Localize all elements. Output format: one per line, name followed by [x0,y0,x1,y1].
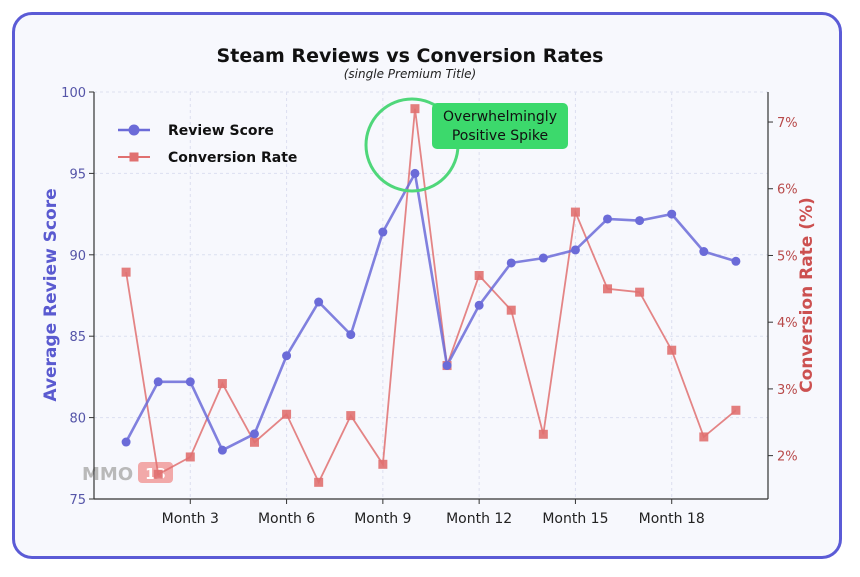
y-tick-label-right-3: 5% [777,249,798,264]
legend-marker-conversion-rate [129,152,139,162]
y-tick-label-right-4: 6% [777,183,798,198]
point-review-score-18 [699,247,709,257]
annotation-line-1: Overwhelmingly [443,109,557,125]
ticks: 75 80 85 90 95 100 2% 3% 4% 5% 6% 7% Month 3 Month 6 M… [61,86,797,527]
legend-label-review-score: Review Score [168,123,274,139]
y-tick-label-left-3: 90 [69,249,86,264]
point-conversion-rate-8 [378,459,388,469]
point-review-score-9 [410,168,420,178]
point-conversion-rate-15 [603,284,613,294]
point-review-score-10 [442,361,452,371]
point-review-score-19 [731,256,741,266]
point-conversion-rate-1 [153,469,163,479]
point-review-score-16 [635,216,645,226]
point-conversion-rate-2 [185,452,195,462]
point-review-score-15 [603,214,613,224]
x-tick-label-3: Month 12 [446,511,512,527]
point-review-score-2 [185,377,195,387]
point-review-score-1 [153,377,163,387]
y-tick-label-left-4: 95 [69,167,86,182]
point-conversion-rate-16 [635,287,645,297]
y-tick-label-right-1: 3% [777,383,798,398]
point-review-score-12 [506,258,516,268]
x-tick-label-1: Month 6 [258,511,315,527]
watermark-text: MMO [82,464,133,485]
point-review-score-8 [378,227,388,237]
y-tick-label-right-0: 2% [777,450,798,465]
point-review-score-7 [346,330,356,340]
point-conversion-rate-0 [121,267,131,277]
point-conversion-rate-13 [538,429,548,439]
point-conversion-rate-7 [346,411,356,421]
point-conversion-rate-12 [506,305,516,315]
annotation: Overwhelmingly Positive Spike [364,97,568,193]
y-tick-label-left-1: 80 [69,412,86,427]
y-tick-label-right-5: 7% [777,116,798,131]
point-review-score-14 [570,245,580,255]
x-tick-label-0: Month 3 [162,511,219,527]
legend: Review Score Conversion Rate [118,123,297,166]
point-conversion-rate-6 [314,477,324,487]
annotation-box [432,103,568,149]
point-review-score-11 [474,300,484,310]
point-review-score-4 [249,429,259,439]
point-conversion-rate-17 [667,345,677,355]
point-conversion-rate-5 [282,409,292,419]
point-conversion-rate-9 [410,104,420,114]
x-tick-label-4: Month 15 [542,511,608,527]
series-layer [121,104,741,487]
y-tick-label-left-5: 100 [61,86,86,101]
y-tick-label-left-2: 85 [69,330,86,345]
series-line-review-score [124,169,737,452]
x-tick-label-2: Month 9 [354,511,411,527]
y-tick-label-left-0: 75 [69,493,86,508]
point-conversion-rate-14 [570,207,580,217]
point-conversion-rate-19 [731,405,741,415]
point-conversion-rate-11 [474,270,484,280]
point-review-score-0 [121,437,131,447]
chart-title: Steam Reviews vs Conversion Rates [217,45,604,67]
y-axis-label-left: Average Review Score [41,188,61,401]
point-review-score-6 [314,297,324,307]
point-conversion-rate-4 [249,437,259,447]
y-axis-label-right: Conversion Rate (%) [797,197,817,393]
y-tick-label-right-2: 4% [777,316,798,331]
series-line-conversion-rate [125,108,737,485]
point-review-score-5 [282,351,292,361]
chart-subtitle: (single Premium Title) [344,67,476,81]
point-review-score-3 [217,445,227,455]
point-conversion-rate-3 [217,379,227,389]
point-conversion-rate-18 [699,432,709,442]
point-review-score-17 [667,209,677,219]
annotation-line-2: Positive Spike [452,128,548,144]
axes [93,92,769,500]
legend-marker-review-score [128,124,140,136]
x-tick-label-5: Month 18 [639,511,705,527]
point-review-score-13 [538,253,548,263]
legend-label-conversion-rate: Conversion Rate [168,150,297,166]
